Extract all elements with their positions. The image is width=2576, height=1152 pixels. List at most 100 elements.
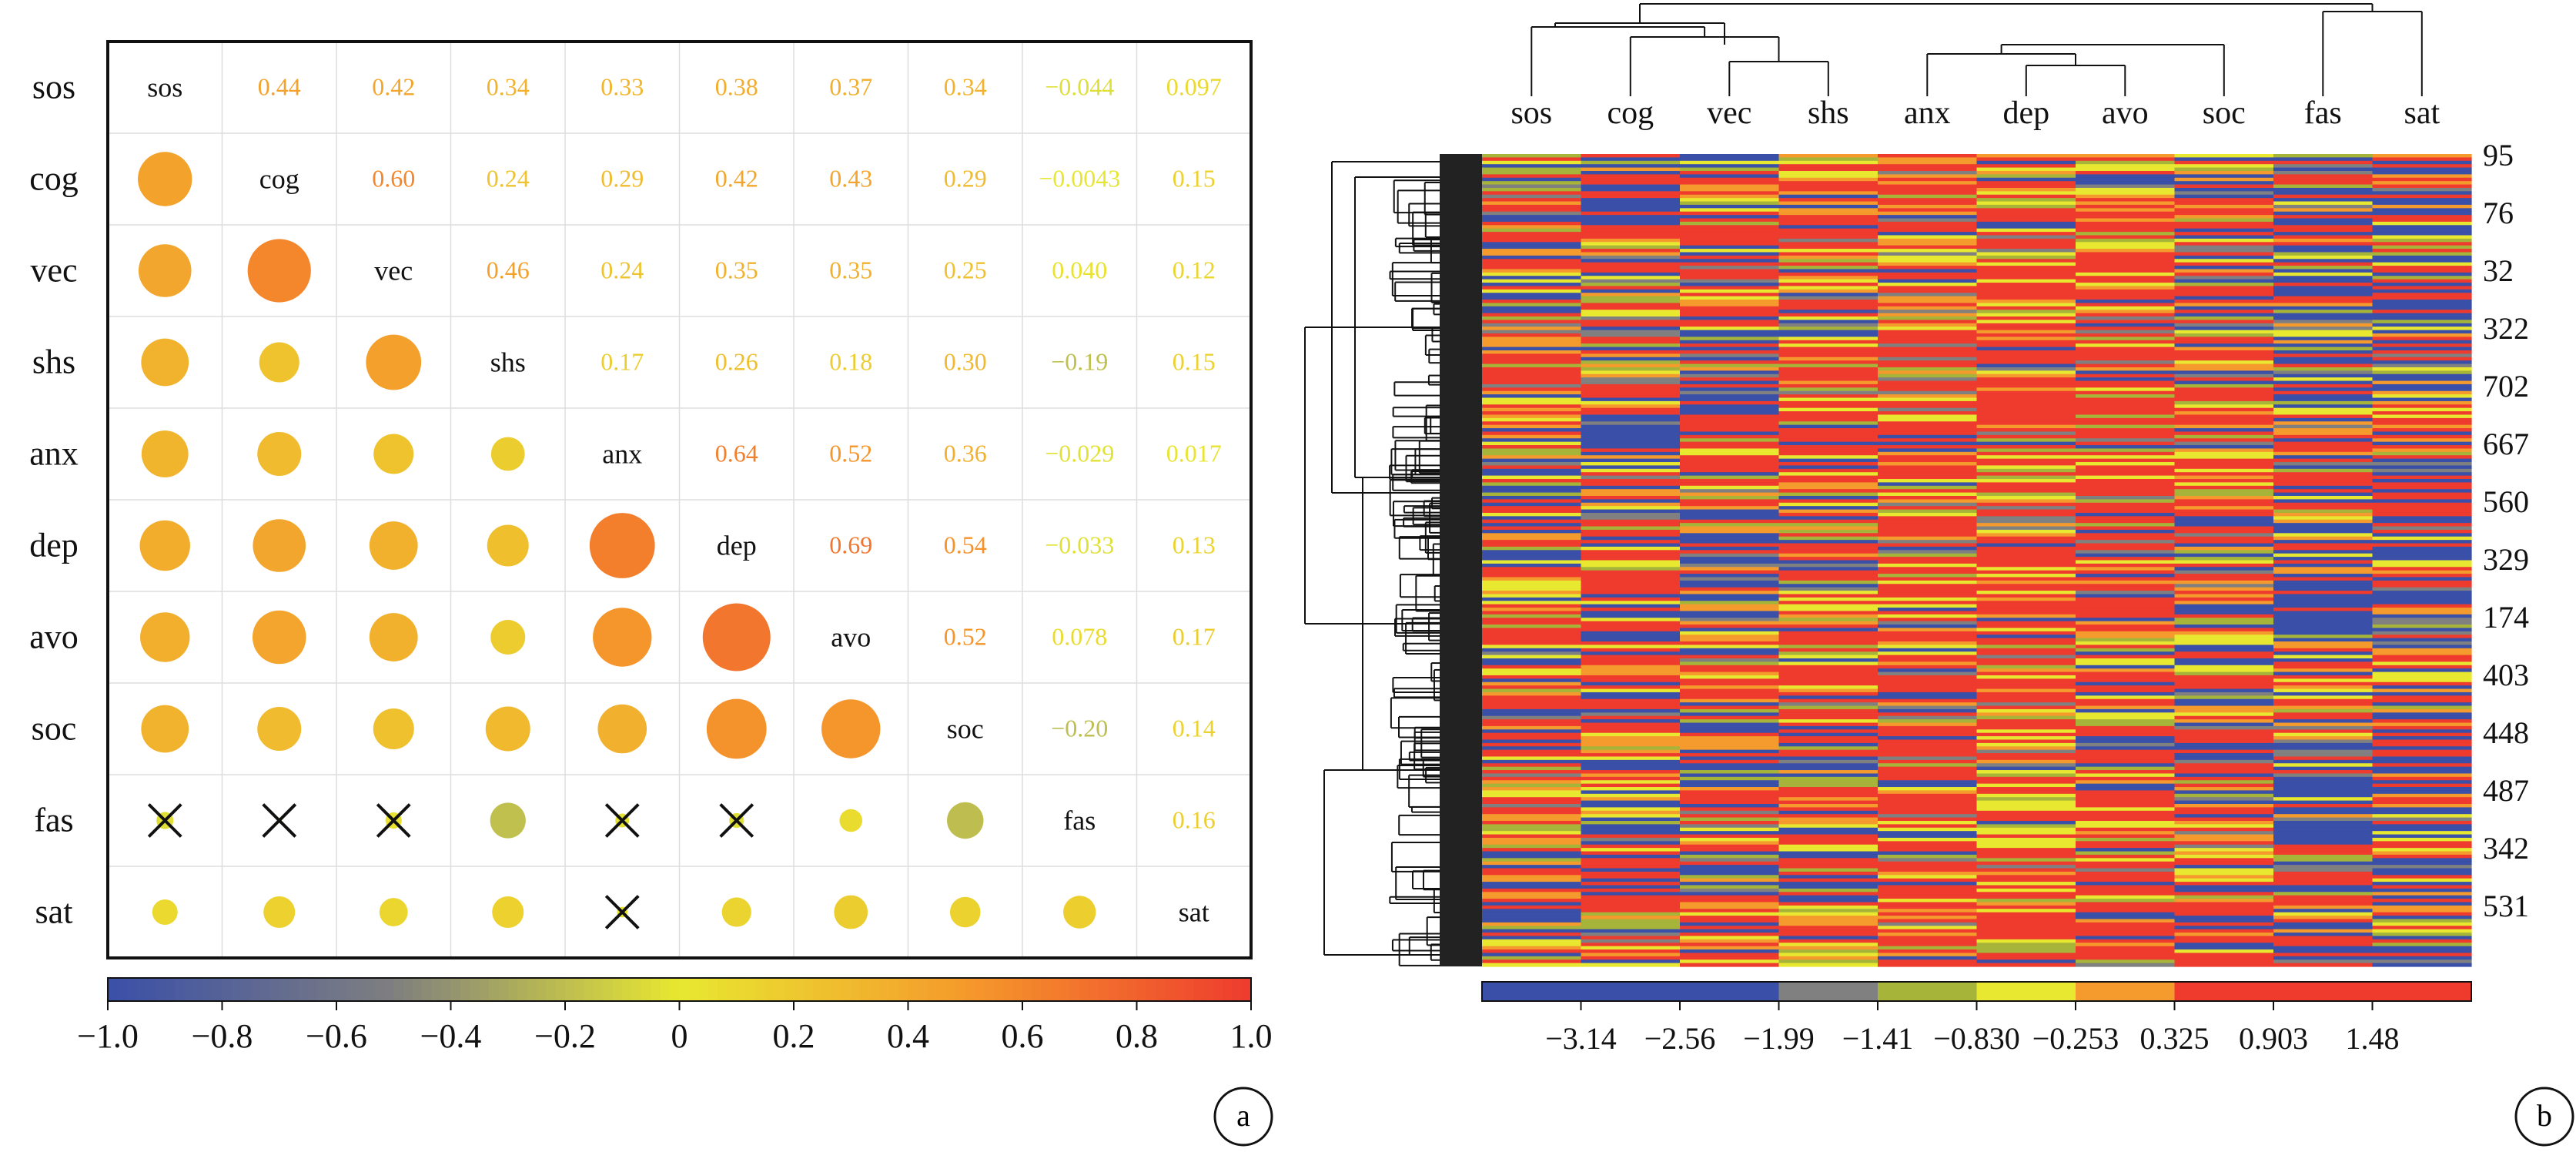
heatmap-cell <box>1976 841 2076 846</box>
corr-value-label: 0.14 <box>1173 715 1216 742</box>
heatmap-cell <box>1778 834 1878 839</box>
heatmap-cell <box>2174 424 2274 429</box>
colorbar-b-segment <box>1976 982 2076 1001</box>
heatmap-cell <box>1581 228 1681 233</box>
heatmap-cell <box>2076 790 2176 795</box>
heatmap-cell <box>1778 865 1878 869</box>
heatmap-cell <box>2372 729 2472 734</box>
heatmap-cell <box>1778 289 1878 293</box>
heatmap-cell <box>1680 242 1780 246</box>
heatmap-cell <box>1482 340 1582 344</box>
heatmap-cell <box>1680 245 1780 249</box>
heatmap-cell <box>1878 601 1978 605</box>
colorbar-a-segment <box>146 978 156 1001</box>
heatmap-cell <box>1976 363 2076 368</box>
heatmap-cell <box>2372 871 2472 876</box>
heatmap-cell <box>1482 560 1582 564</box>
heatmap-cell <box>2076 238 2176 243</box>
heatmap-cell <box>1482 580 1582 584</box>
heatmap-cell <box>1778 604 1878 608</box>
heatmap-cell <box>1778 787 1878 792</box>
heatmap-cell <box>2273 509 2374 514</box>
heatmap-cell <box>2372 367 2472 371</box>
heatmap-cell <box>1878 763 1978 768</box>
heatmap-cell <box>1581 916 1681 920</box>
heatmap-cell <box>2076 645 2176 649</box>
heatmap-cell <box>2372 817 2472 822</box>
heatmap-cell <box>2372 208 2472 213</box>
heatmap-cell <box>1976 685 2076 690</box>
heatmap-cell <box>1482 763 1582 768</box>
heatmap-cell <box>1581 871 1681 876</box>
heatmap-cell <box>1778 916 1878 920</box>
heatmap-cell <box>1482 327 1582 331</box>
heatmap-cell <box>2076 468 2176 473</box>
heatmap-cell <box>1581 553 1681 558</box>
heatmap-cell <box>1581 276 1681 280</box>
heatmap-cell <box>1976 540 2076 544</box>
heatmap-cell <box>1482 601 1582 605</box>
heatmap-cell <box>1680 272 1780 276</box>
heatmap-cell <box>1482 604 1582 608</box>
heatmap-cell <box>1482 245 1582 249</box>
heatmap-cell <box>1878 888 1978 892</box>
heatmap-cell <box>2076 373 2176 378</box>
corr-circle <box>138 244 192 297</box>
heatmap-cell <box>2076 536 2176 541</box>
heatmap-cell <box>2372 800 2472 805</box>
heatmap-cell <box>2174 428 2274 433</box>
heatmap-cell <box>1680 252 1780 256</box>
colorbar-a-segment <box>1041 978 1052 1001</box>
heatmap-cell <box>1878 181 1978 186</box>
heatmap-cell <box>1482 725 1582 730</box>
colorbar-a-segment <box>517 978 528 1001</box>
colorbar-b-tick-labels: −3.14 −2.56 −1.99 −1.41 −0.830 −0.253 0.325 0.9… <box>1545 1001 2400 1056</box>
heatmap-cell <box>2372 363 2472 368</box>
heatmap-cell <box>1976 892 2076 896</box>
heatmap-cell <box>2273 462 2374 467</box>
colorbar-a-tick-label: 0.4 <box>887 1017 929 1055</box>
heatmap-cell <box>1482 313 1582 317</box>
heatmap-cell <box>1680 584 1780 588</box>
heatmap-cell <box>1878 621 1978 625</box>
heatmap-cell <box>1976 350 2076 354</box>
heatmap-cell <box>2174 871 2274 876</box>
heatmap-cell <box>1680 810 1780 815</box>
heatmap-cell <box>2174 817 2274 822</box>
heatmap-cell <box>2372 591 2472 595</box>
heatmap-cell <box>1878 563 1978 568</box>
heatmap-cell <box>1581 736 1681 741</box>
heatmap-cell <box>2372 604 2472 608</box>
heatmap-cell <box>2076 245 2176 249</box>
heatmap-cell <box>1581 170 1681 175</box>
heatmap-cell <box>2076 916 2176 920</box>
heatmap-cell <box>2372 519 2472 524</box>
heatmap-cell <box>2372 184 2472 189</box>
heatmap-cell <box>1680 645 1780 649</box>
heatmap-cell <box>2273 543 2374 548</box>
heatmap-cell <box>2076 560 2176 564</box>
heatmap-cell <box>2174 204 2274 209</box>
heatmap-cell <box>2273 963 2374 967</box>
heatmap-cell <box>1878 421 1978 426</box>
heatmap-cell <box>2076 936 2176 940</box>
heatmap-cell <box>2273 502 2374 507</box>
heatmap-cell <box>1878 313 1978 317</box>
heatmap-cell <box>2076 414 2176 419</box>
heatmap-cell <box>2076 949 2176 954</box>
heatmap-cell <box>1976 353 2076 358</box>
heatmap-cell <box>1778 286 1878 290</box>
heatmap-cell <box>1778 587 1878 591</box>
heatmap-cell <box>1680 327 1780 331</box>
heatmap-cell <box>1976 943 2076 947</box>
heatmap-cell <box>2273 330 2374 334</box>
heatmap-cell <box>1976 495 2076 500</box>
heatmap-cell <box>2372 675 2472 679</box>
heatmap-cell <box>1778 228 1878 233</box>
heatmap-cell <box>2174 953 2274 957</box>
heatmap-cell <box>2076 377 2176 382</box>
heatmap-cell <box>2273 184 2374 189</box>
heatmap-cell <box>2174 759 2274 764</box>
corr-circle <box>369 521 418 570</box>
colorbar-a-segment <box>898 978 909 1001</box>
